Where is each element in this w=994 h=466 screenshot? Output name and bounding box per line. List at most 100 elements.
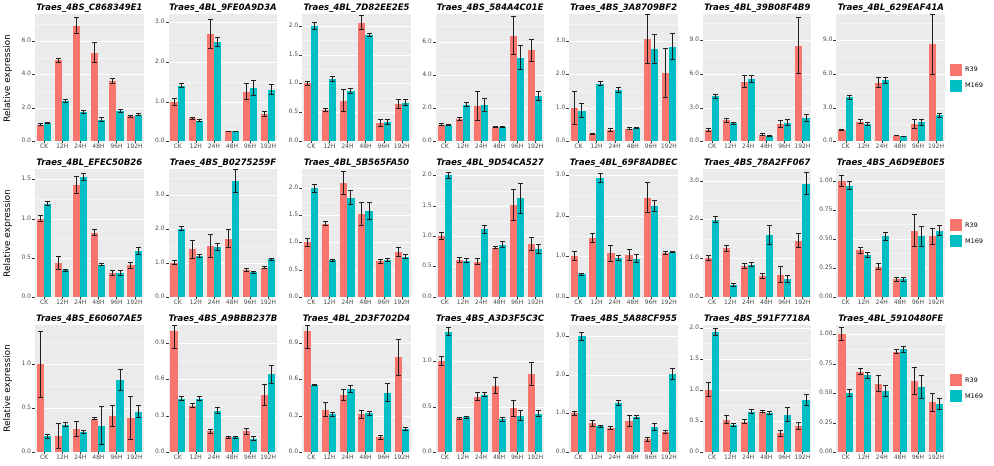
- minor-gridline: [836, 124, 946, 126]
- error-bar-line: [307, 324, 309, 349]
- y-tick-mark: [165, 61, 169, 63]
- error-bar-cap-bottom: [178, 87, 184, 88]
- error-bar-cap-bottom: [803, 194, 809, 196]
- y-tick-mark: [833, 296, 837, 298]
- x-tick-label: CK: [440, 143, 449, 151]
- bar-m169: [116, 379, 124, 452]
- y-tick-label: 1.5: [689, 354, 699, 362]
- bar-m169: [44, 436, 52, 452]
- bar-r39: [54, 263, 63, 297]
- error-bar-cap-bottom: [63, 270, 69, 272]
- error-bar-cap-top: [366, 32, 372, 34]
- error-bar-cap-top: [323, 402, 329, 404]
- major-gridline: [168, 451, 278, 453]
- major-gridline: [35, 257, 144, 259]
- bar-r39: [394, 104, 402, 142]
- x-axis-labels: CK 12H 24H 48H 96H 192H: [569, 451, 678, 464]
- y-tick-label: 6.0: [822, 69, 833, 77]
- gene-panel: Traes_4BS_591F7718A 0.0 0.5 1.0 1.5 2.0 CK 12H 2…: [683, 311, 817, 466]
- error-bar-cap-top: [929, 228, 935, 230]
- x-tick-mark: [730, 451, 732, 454]
- error-bar-cap-top: [445, 123, 451, 125]
- error-bar-cap-top: [572, 410, 578, 412]
- error-bar-cap-top: [633, 126, 639, 128]
- error-bar-cap-top: [225, 229, 231, 231]
- bar-m169: [881, 236, 889, 297]
- error-bar-cap-bottom: [669, 378, 675, 380]
- error-bar-line: [902, 345, 904, 353]
- x-tick-mark: [766, 296, 768, 299]
- error-bar-line: [101, 406, 103, 445]
- error-bar-line: [733, 283, 735, 287]
- legend-label-r39: R39: [965, 376, 978, 385]
- error-bar-line: [216, 36, 218, 48]
- bar-m169: [80, 431, 88, 452]
- error-bar-cap-top: [341, 89, 347, 91]
- x-tick-mark: [177, 451, 179, 454]
- error-bar-cap-bottom: [615, 92, 621, 94]
- y-tick-label: 0.0: [555, 292, 566, 300]
- major-gridline: [435, 141, 545, 143]
- y-axis-title-col-3: Relative expression: [0, 311, 15, 466]
- error-bar-cap-bottom: [456, 419, 462, 421]
- bar-m169: [899, 279, 907, 297]
- error-bar-cap-top: [110, 77, 116, 79]
- x-tick-mark: [499, 296, 501, 299]
- error-bar-cap-top: [705, 382, 711, 384]
- x-tick-mark: [632, 296, 634, 299]
- x-tick-mark: [614, 296, 616, 299]
- error-bar-cap-bottom: [893, 135, 899, 137]
- error-bar-cap-bottom: [178, 230, 184, 232]
- error-bar-line: [920, 375, 922, 399]
- error-bar-line: [484, 98, 486, 112]
- bar-m169: [365, 34, 373, 142]
- panel-title: Traes_4BS_3A8709BF2: [570, 3, 678, 13]
- error-bar-cap-bottom: [918, 397, 924, 399]
- plot-area: [35, 324, 144, 453]
- y-tick-mark: [833, 363, 837, 365]
- error-bar-cap-bottom: [384, 124, 390, 126]
- error-bar-cap-bottom: [456, 119, 462, 121]
- y-tick-label: 1.0: [689, 254, 699, 262]
- minor-gridline: [168, 361, 278, 363]
- error-bar-line: [198, 254, 200, 258]
- y-tick-label: 0.0: [822, 137, 833, 145]
- y-tick-mark: [432, 205, 436, 207]
- bar-m169: [213, 247, 221, 297]
- gene-panel: Traes_4BL_EFEC50B26 0.0 0.5 1.0 1.5 CK 12H 24H 4…: [15, 155, 149, 310]
- error-bar-cap-top: [875, 375, 881, 377]
- bar-m169: [730, 425, 738, 452]
- error-bar-line: [617, 86, 619, 94]
- error-bar-cap-top: [536, 243, 542, 245]
- bar-r39: [759, 134, 767, 142]
- error-bar-line: [798, 232, 800, 249]
- error-bar-line: [264, 266, 266, 270]
- error-bar-cap-bottom: [662, 254, 668, 256]
- error-bar-cap-bottom: [839, 185, 845, 187]
- y-tick-mark: [833, 107, 837, 109]
- error-bar-cap-bottom: [251, 272, 257, 274]
- error-bar-line: [476, 90, 478, 121]
- bar-m169: [462, 104, 471, 142]
- gene-panel: Traes_4BS_A9BBB237B 0.0 0.3 0.6 0.9 CK 12H 24H 4…: [149, 311, 283, 466]
- y-tick-mark: [165, 379, 169, 381]
- bar-m169: [499, 244, 507, 297]
- error-bar-cap-bottom: [456, 261, 462, 263]
- error-bar-cap-bottom: [857, 122, 863, 124]
- error-bar-line: [913, 118, 915, 129]
- error-bar-cap-top: [438, 123, 444, 125]
- bar-m169: [268, 374, 276, 452]
- error-bar-cap-top: [207, 18, 213, 20]
- minor-gridline: [702, 436, 812, 438]
- error-bar-line: [931, 228, 933, 245]
- plot-row: 0.0 0.3 0.6 0.9: [282, 324, 416, 454]
- bar-m169: [499, 127, 507, 142]
- bar-m169: [365, 211, 373, 297]
- error-bar-line: [592, 420, 594, 427]
- bar-r39: [892, 279, 900, 297]
- major-gridline: [569, 74, 678, 76]
- plot-row: 0.00 0.25 0.50 0.75 1.00: [816, 169, 950, 299]
- bar-m169: [517, 57, 525, 142]
- bar-r39: [91, 418, 99, 452]
- error-bar-line: [628, 127, 630, 130]
